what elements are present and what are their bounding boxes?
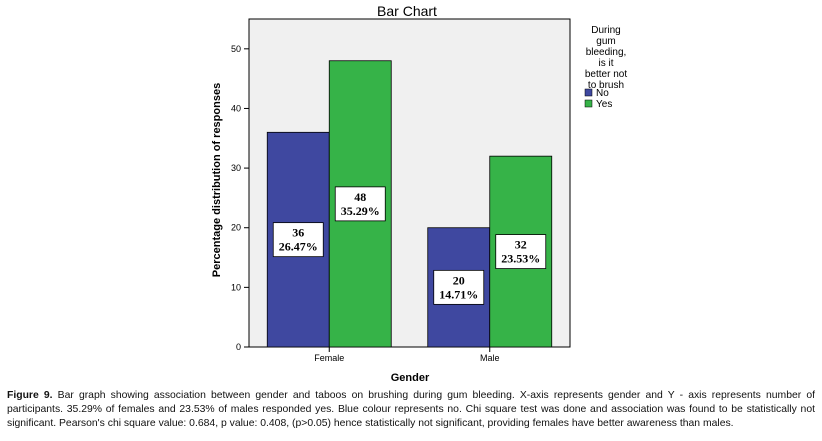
y-axis: 0 10 20 30 40 50 [231,44,249,352]
data-label-box [433,269,485,305]
legend-title-line: bleeding, [586,47,627,58]
data-label-count: 48 [354,190,366,204]
x-tick-label: Female [314,353,344,363]
figure-label: Figure 9. [7,390,53,401]
y-axis-title: Percentage distribution of responses [211,83,223,277]
data-label-percent: 26.47% [279,240,318,254]
data-label-count: 32 [515,238,527,252]
legend-title-line: During [591,25,620,36]
data-label-box [272,222,324,258]
legend-label-yes: Yes [596,99,612,110]
legend-title-line: gum [596,36,615,47]
data-label-percent: 35.29% [341,204,380,218]
legend-title-line: better not [585,69,627,80]
x-tick-label: Male [480,353,500,363]
legend-title-line: to brush [588,80,624,91]
y-tick-label: 50 [231,44,241,54]
legend-title-line: is it [599,58,614,69]
data-label-percent: 14.71% [439,287,478,301]
legend-label-no: No [596,88,609,99]
x-axis-title: Gender [391,372,430,384]
data-label-count: 36 [292,226,304,240]
figure-caption-text: Bar graph showing association between ge… [7,390,815,430]
legend-swatch-no [584,88,593,97]
figure-caption: Figure 9. Bar graph showing association … [7,389,815,432]
y-tick-label: 30 [231,163,241,173]
y-tick-label: 10 [231,282,241,292]
data-label-box [495,234,547,269]
y-tick-label: 0 [236,342,241,352]
bar-chart: Bar Chart 0 10 20 30 40 50 Female Male 3626.47… [211,3,627,384]
legend-swatch-yes [584,99,593,108]
y-tick-label: 20 [231,223,241,233]
data-label-percent: 23.53% [501,252,540,266]
data-label-box [334,186,386,222]
x-axis: Female Male [314,347,500,363]
chart-title: Bar Chart [377,3,437,19]
y-tick-label: 40 [231,103,241,113]
data-label-count: 20 [453,273,465,287]
